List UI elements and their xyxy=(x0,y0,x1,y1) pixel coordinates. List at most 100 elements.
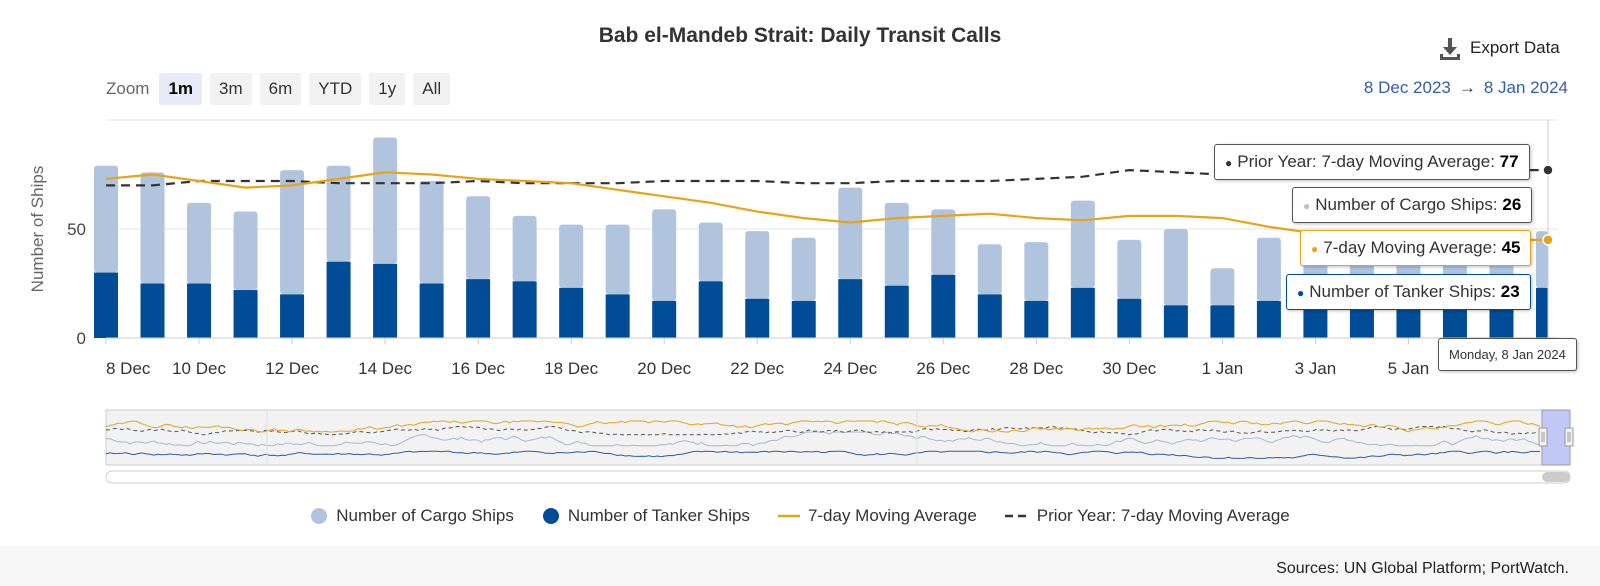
x-tick-label: 14 Dec xyxy=(358,359,412,378)
bar-cargo[interactable] xyxy=(1536,231,1548,288)
bar-tanker[interactable] xyxy=(745,298,770,338)
navigator-handle[interactable] xyxy=(1538,427,1548,447)
bar-tanker[interactable] xyxy=(419,283,444,339)
bar-tanker[interactable] xyxy=(1117,298,1142,338)
tooltip-tanker-value: 23 xyxy=(1500,282,1520,301)
bar-cargo[interactable] xyxy=(94,165,118,273)
navigator-background xyxy=(105,409,1571,466)
y-tick-label: 0 xyxy=(77,329,86,348)
range-arrow: → xyxy=(1458,78,1476,97)
range-from-date[interactable]: 8 Dec 2023 xyxy=(1363,78,1451,97)
bar-cargo[interactable] xyxy=(326,165,351,262)
bar-cargo[interactable] xyxy=(605,224,630,295)
bar-tanker[interactable] xyxy=(1024,300,1049,338)
export-data-button[interactable]: Export Data xyxy=(1438,34,1560,62)
zoom-ytd-button[interactable]: YTD xyxy=(309,73,362,105)
x-tick-label: 5 Jan xyxy=(1388,359,1430,378)
legend: Number of Cargo Ships Number of Tanker S… xyxy=(0,506,1600,526)
bar-tanker[interactable] xyxy=(1070,287,1095,338)
zoom-1y-button[interactable]: 1y xyxy=(369,73,406,105)
bar-tanker[interactable] xyxy=(1536,287,1548,338)
scrollbar-track[interactable] xyxy=(105,470,1571,484)
zoom-selector: Zoom 1m 3m 6m YTD 1y All xyxy=(106,73,458,105)
legend-label: 7-day Moving Average xyxy=(807,506,977,525)
bar-tanker[interactable] xyxy=(977,294,1002,338)
bar-cargo[interactable] xyxy=(1070,200,1095,288)
zoom-6m-button[interactable]: 6m xyxy=(259,73,302,105)
bar-tanker[interactable] xyxy=(94,272,118,338)
bar-cargo[interactable] xyxy=(373,137,398,264)
x-tick-label: 24 Dec xyxy=(823,359,877,378)
bar-tanker[interactable] xyxy=(931,274,956,338)
bar-tanker[interactable] xyxy=(187,283,212,339)
bar-cargo[interactable] xyxy=(838,187,863,280)
x-tick-label: 28 Dec xyxy=(1009,359,1063,378)
bar-cargo[interactable] xyxy=(884,202,909,286)
x-tick-label: 26 Dec xyxy=(916,359,970,378)
legend-item-cargo[interactable]: Number of Cargo Ships xyxy=(310,506,514,526)
legend-dashed-line-icon xyxy=(1004,514,1029,518)
tooltip-cargo: ● Number of Cargo Ships: 26 xyxy=(1292,187,1533,223)
bar-cargo[interactable] xyxy=(745,231,770,299)
bar-cargo[interactable] xyxy=(931,209,956,275)
bar-cargo[interactable] xyxy=(1163,229,1188,306)
bar-tanker[interactable] xyxy=(373,263,398,338)
zoom-all-button[interactable]: All xyxy=(413,73,451,105)
bar-tanker[interactable] xyxy=(884,285,909,338)
bar-cargo[interactable] xyxy=(280,170,305,295)
bar-tanker[interactable] xyxy=(559,287,584,338)
bar-cargo[interactable] xyxy=(419,181,444,284)
bar-cargo[interactable] xyxy=(791,237,816,301)
download-icon xyxy=(1440,38,1460,60)
x-tick-label: 12 Dec xyxy=(265,359,319,378)
legend-line-icon xyxy=(777,514,800,518)
navigator[interactable] xyxy=(105,409,1574,484)
bar-tanker[interactable] xyxy=(698,281,723,338)
bar-tanker[interactable] xyxy=(512,281,537,338)
tooltip-ma-label: 7-day Moving Average: xyxy=(1323,238,1497,257)
bar-tanker[interactable] xyxy=(1256,300,1281,338)
legend-item-prior-year[interactable]: Prior Year: 7-day Moving Average xyxy=(1004,506,1290,526)
bar-cargo[interactable] xyxy=(140,172,165,284)
bar-tanker[interactable] xyxy=(466,279,491,338)
point-marker-prior-year xyxy=(1542,164,1554,176)
tooltip-tanker-label: Number of Tanker Ships: xyxy=(1309,282,1497,301)
chart-canvas[interactable]: 0 50 Number of Ships 8 Dec 10 Dec 12 Dec 14 De… xyxy=(0,0,1600,546)
point-marker-moving-average xyxy=(1542,234,1554,246)
bar-cargo[interactable] xyxy=(1256,237,1281,301)
bar-tanker[interactable] xyxy=(233,290,258,338)
scrollbar-thumb[interactable] xyxy=(1542,472,1570,482)
navigator-handle[interactable] xyxy=(1564,427,1574,447)
bar-tanker[interactable] xyxy=(652,300,677,338)
bar-cargo[interactable] xyxy=(512,215,537,282)
zoom-1m-button[interactable]: 1m xyxy=(159,73,203,105)
bar-cargo[interactable] xyxy=(652,209,677,301)
bar-cargo[interactable] xyxy=(698,222,723,282)
bar-tanker[interactable] xyxy=(1210,305,1235,338)
bar-cargo[interactable] xyxy=(187,202,212,284)
bar-cargo[interactable] xyxy=(1210,268,1235,306)
tooltip-cargo-label: Number of Cargo Ships: xyxy=(1315,195,1498,214)
bar-cargo[interactable] xyxy=(1117,239,1142,299)
bar-cargo[interactable] xyxy=(559,224,584,288)
bar-tanker[interactable] xyxy=(326,261,351,338)
bar-tanker[interactable] xyxy=(280,294,305,338)
range-to-date[interactable]: 8 Jan 2024 xyxy=(1483,78,1568,97)
bar-tanker[interactable] xyxy=(140,283,165,339)
bar-cargo[interactable] xyxy=(977,244,1002,295)
bar-tanker[interactable] xyxy=(1163,305,1188,338)
legend-item-tanker[interactable]: Number of Tanker Ships xyxy=(542,506,750,526)
bar-cargo[interactable] xyxy=(1024,242,1049,301)
bullet-dot-icon: ● xyxy=(1297,286,1305,300)
zoom-3m-button[interactable]: 3m xyxy=(210,73,252,105)
legend-label: Number of Tanker Ships xyxy=(567,506,750,525)
tooltip-ma-value: 45 xyxy=(1501,238,1521,257)
bar-cargo[interactable] xyxy=(233,211,258,291)
bar-tanker[interactable] xyxy=(838,279,863,338)
bar-tanker[interactable] xyxy=(605,294,630,338)
y-axis-title: Number of Ships xyxy=(28,166,47,293)
tooltip-tanker: ● Number of Tanker Ships: 23 xyxy=(1286,274,1531,310)
bar-tanker[interactable] xyxy=(791,300,816,338)
legend-item-moving-average[interactable]: 7-day Moving Average xyxy=(777,506,977,526)
bar-cargo[interactable] xyxy=(466,196,491,280)
